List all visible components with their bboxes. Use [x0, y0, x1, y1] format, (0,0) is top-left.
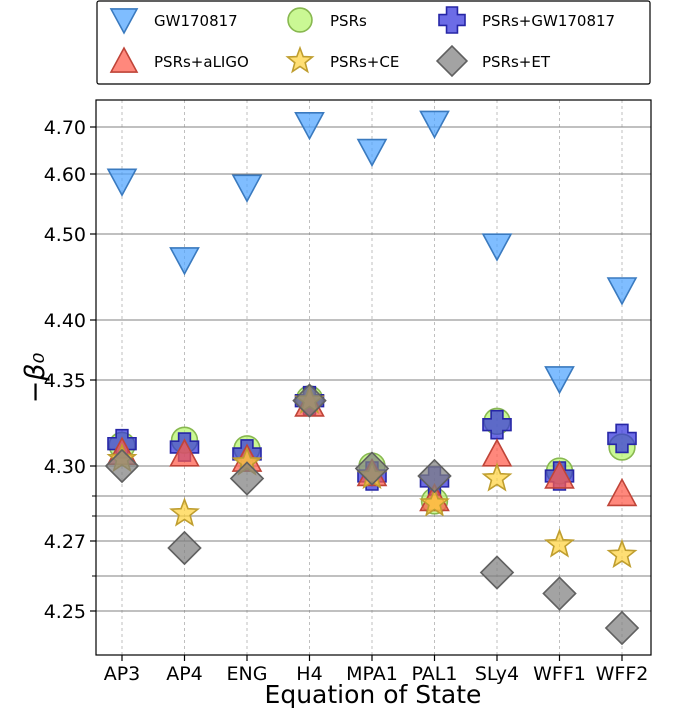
- legend-label: PSRs+ET: [482, 53, 551, 71]
- data-point: [607, 423, 637, 454]
- x-tick-label: PAL1: [412, 663, 458, 685]
- y-tick-label: 4.35: [44, 370, 86, 392]
- data-point: [169, 438, 200, 467]
- data-point: [542, 576, 577, 611]
- data-point: [544, 460, 575, 489]
- y-tick-label: 4.27: [44, 531, 86, 553]
- ticks: 4.70 4.60 4.50 4.40 4.35 4.30 4.27 4.25 AP3 AP4 EN…: [44, 117, 649, 685]
- data-point: [104, 448, 140, 484]
- data-point: [606, 277, 638, 306]
- legend-label: PSRs+CE: [330, 53, 399, 71]
- series-gw170817: [106, 110, 638, 395]
- x-tick-label: SLy4: [475, 663, 519, 685]
- legend-marker: [287, 7, 313, 33]
- data-point: [479, 555, 515, 590]
- data-point: [169, 247, 200, 276]
- plot-frame: [95, 99, 652, 656]
- y-tick-label: 4.60: [44, 164, 86, 186]
- legend-marker: [109, 46, 139, 73]
- data-point: [229, 461, 265, 496]
- data-point: [604, 610, 640, 646]
- legend-marker: [435, 44, 469, 78]
- data-point: [606, 477, 638, 507]
- legend-label: PSRs: [330, 12, 367, 30]
- y-tick-label: 4.25: [44, 601, 86, 623]
- x-tick-label: AP3: [104, 663, 141, 685]
- data-point: [167, 530, 202, 566]
- x-tick-label: H4: [296, 663, 322, 685]
- data-point: [169, 497, 200, 527]
- data-point: [356, 138, 388, 168]
- legend-marker: [285, 45, 315, 74]
- data-point: [354, 451, 390, 486]
- y-axis-label: −β₀: [20, 352, 51, 403]
- x-tick-label: WFF1: [533, 663, 586, 685]
- data-point: [482, 409, 512, 440]
- data-point: [294, 112, 325, 141]
- legend-label: PSRs+GW170817: [482, 12, 615, 30]
- data-points: [104, 110, 640, 646]
- legend: GW170817 PSRs PSRs+GW170817 PSRs+aLIGO PSRs+…: [96, 0, 651, 85]
- y-tick-label: 4.30: [44, 456, 86, 478]
- data-point: [231, 174, 263, 203]
- legend-label: PSRs+aLIGO: [154, 53, 249, 71]
- x-tick-label: MPA1: [346, 663, 398, 685]
- data-point: [544, 528, 575, 558]
- data-point: [106, 168, 138, 197]
- x-tick-label: WFF2: [596, 663, 649, 685]
- data-point: [419, 487, 450, 517]
- data-point: [544, 366, 575, 395]
- data-point: [481, 233, 513, 262]
- data-point: [417, 458, 452, 494]
- legend-box: [96, 0, 651, 85]
- x-tick-label: AP4: [166, 663, 203, 685]
- data-point: [419, 110, 450, 140]
- data-point: [292, 383, 327, 418]
- legend-marker: [438, 6, 466, 34]
- data-point: [606, 538, 638, 569]
- y-tick-label: 4.50: [44, 224, 86, 246]
- x-tick-label: ENG: [227, 663, 268, 685]
- y-tick-label: 4.70: [44, 117, 86, 139]
- x-axis-label: Equation of State: [265, 680, 482, 709]
- legend-marker: [109, 8, 139, 35]
- legend-label: GW170817: [154, 12, 238, 30]
- series-psrs-et: [104, 383, 640, 646]
- data-point: [481, 462, 513, 492]
- y-tick-label: 4.40: [44, 310, 86, 332]
